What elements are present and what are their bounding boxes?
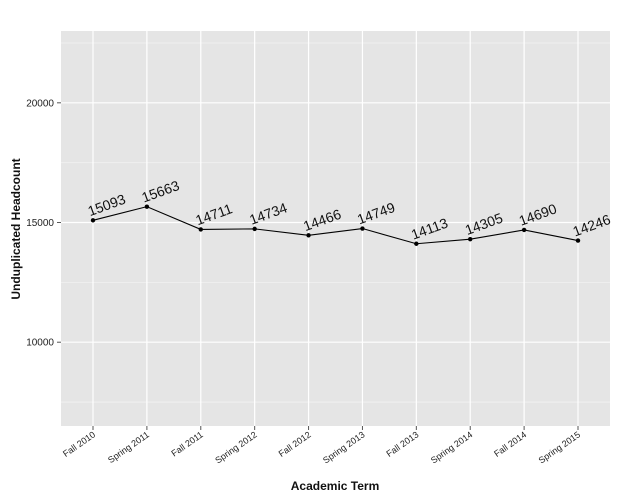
data-point xyxy=(144,204,150,209)
data-point xyxy=(198,227,203,232)
x-tick-label: Fall 2013 xyxy=(384,429,420,458)
x-axis-ticks: Fall 2010 Spring 2011 Fall 2011 Spring 2012… xyxy=(61,426,582,465)
x-tick-label: Fall 2011 xyxy=(169,429,205,458)
data-point xyxy=(360,226,365,231)
data-point xyxy=(521,227,527,233)
x-tick-label: Fall 2014 xyxy=(492,429,528,458)
x-tick-label: Spring 2015 xyxy=(537,429,583,465)
y-axis-title: Unduplicated Headcount xyxy=(9,158,23,299)
data-point xyxy=(414,241,419,246)
minor-gridlines xyxy=(61,42,610,403)
x-tick-label: Spring 2012 xyxy=(213,429,259,465)
x-tick-label: Spring 2013 xyxy=(321,429,367,465)
series-line xyxy=(90,204,581,246)
y-tick-label: 15000 xyxy=(26,218,54,229)
data-point xyxy=(90,218,96,223)
y-axis-ticks: 10000 15000 20000 xyxy=(26,98,61,349)
x-axis-title: Academic Term xyxy=(291,479,379,493)
y-tick-label: 20000 xyxy=(26,98,54,109)
x-tick-label: Spring 2011 xyxy=(106,429,151,465)
data-point xyxy=(575,238,581,243)
data-point xyxy=(252,226,257,232)
series-polyline xyxy=(92,206,579,245)
data-point xyxy=(306,233,311,238)
data-point xyxy=(468,236,473,242)
x-tick-label: Fall 2012 xyxy=(277,429,313,458)
y-tick-label: 10000 xyxy=(26,338,54,349)
plot-panel xyxy=(61,31,610,426)
x-tick-label: Fall 2010 xyxy=(61,429,97,458)
x-tick-label: Spring 2014 xyxy=(429,429,475,465)
